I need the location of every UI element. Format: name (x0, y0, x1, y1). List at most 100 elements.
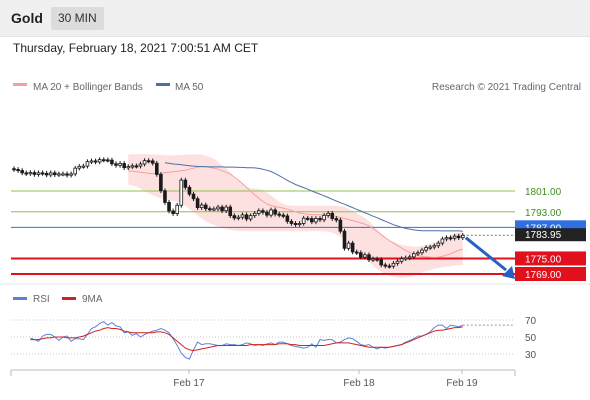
candle-body (24, 172, 29, 175)
candle-body (346, 242, 351, 249)
rsi-level-label-50: 50 (525, 333, 537, 344)
candle-body (199, 204, 204, 209)
candle-body (126, 166, 131, 169)
candle-body (228, 206, 233, 217)
timeframe-badge[interactable]: 30 MIN (51, 7, 104, 30)
candle-body (236, 216, 241, 219)
candle-body (114, 163, 118, 166)
candle-body (436, 242, 441, 247)
candle-body (232, 215, 237, 219)
candle-body (273, 209, 277, 215)
candle-body (163, 190, 167, 203)
candle-body (53, 172, 57, 176)
candle-body (256, 210, 261, 214)
candle-body (412, 253, 416, 258)
candle-body (12, 168, 16, 171)
legend-rsi-ma-swatch (62, 297, 76, 300)
candle-body (61, 173, 65, 176)
last-price-label: 1783.95 (525, 230, 562, 241)
level-label-1775.00: 1775.00 (525, 254, 562, 265)
candle-body (354, 251, 359, 254)
candle-body (118, 163, 122, 166)
candle-body (407, 256, 412, 259)
candle-body (73, 167, 78, 175)
candle-body (342, 230, 347, 249)
level-label-1793.00: 1793.00 (525, 208, 562, 219)
x-tick-label: Feb 18 (343, 378, 375, 389)
candle-body (444, 237, 449, 240)
candle-body (208, 208, 212, 211)
candle-body (69, 173, 73, 176)
candle-body (101, 159, 106, 162)
legend-ma-bb: MA 20 + Bollinger Bands (33, 82, 143, 93)
candle-body (187, 186, 192, 195)
candle-body (248, 215, 253, 220)
candle-body (28, 172, 33, 175)
legend-rsi-ma: 9MA (82, 294, 103, 305)
legend-ma-bb-swatch (13, 83, 27, 86)
last-price-tag (515, 228, 586, 242)
candle-body (420, 249, 424, 254)
candle-body (310, 218, 314, 223)
forecast-arrow-head (502, 266, 515, 279)
legend-ma50-swatch (156, 83, 170, 86)
candle-body (154, 162, 159, 175)
candle-body (142, 160, 147, 165)
candle-body (265, 211, 269, 216)
top-bar: Gold 30 MIN (0, 0, 590, 37)
candle-body (167, 202, 171, 212)
candle-body (379, 259, 383, 266)
forecast-arrow-shaft (464, 236, 507, 272)
candle-body (85, 161, 90, 167)
candle-body (195, 198, 200, 209)
candle-body (297, 223, 302, 226)
instrument-title: Gold (11, 10, 43, 26)
candle-body (65, 173, 69, 176)
candle-body (240, 214, 245, 218)
candle-body (326, 212, 330, 216)
x-tick-label: Feb 17 (173, 378, 205, 389)
candle-body (383, 264, 388, 267)
candle-body (330, 212, 335, 219)
candle-body (48, 172, 53, 176)
candle-body (212, 208, 216, 211)
candle-body (106, 159, 110, 162)
candle-body (314, 218, 318, 223)
candle-body (159, 173, 163, 192)
candle-body (130, 165, 135, 168)
ma20-line (128, 166, 463, 258)
candle-body (293, 223, 298, 226)
rsi-level-label-70: 70 (525, 316, 537, 327)
candle-body (277, 213, 281, 216)
rsi-line (30, 321, 463, 360)
candle-body (261, 210, 265, 213)
candle-body (244, 214, 249, 220)
candle-body (175, 204, 180, 214)
level-tag-1775.00 (515, 251, 586, 266)
candle-body (57, 173, 61, 176)
candle-body (44, 172, 49, 176)
candle-body (89, 160, 94, 163)
candle-body (183, 179, 188, 188)
rsi-level-label-30: 30 (525, 350, 537, 361)
ma50-line (164, 162, 463, 232)
candle-body (224, 206, 228, 212)
rsi-ma9-line (30, 326, 463, 352)
candle-body (395, 260, 400, 264)
candle-body (452, 235, 457, 239)
candle-body (171, 210, 175, 214)
candle-body (403, 257, 408, 260)
candle-body (456, 235, 461, 239)
level-tag-1769.00 (515, 267, 586, 281)
candle-body (216, 206, 220, 210)
candle-body (191, 193, 196, 200)
candle-body (20, 170, 24, 174)
candle-body (399, 258, 404, 262)
candle-body (318, 218, 322, 221)
candle-body (36, 172, 41, 175)
legend-rsi-swatch (13, 297, 27, 300)
credit-text: Research © 2021 Trading Central (432, 82, 581, 93)
candle-body (387, 265, 392, 268)
candle-body (134, 165, 139, 168)
